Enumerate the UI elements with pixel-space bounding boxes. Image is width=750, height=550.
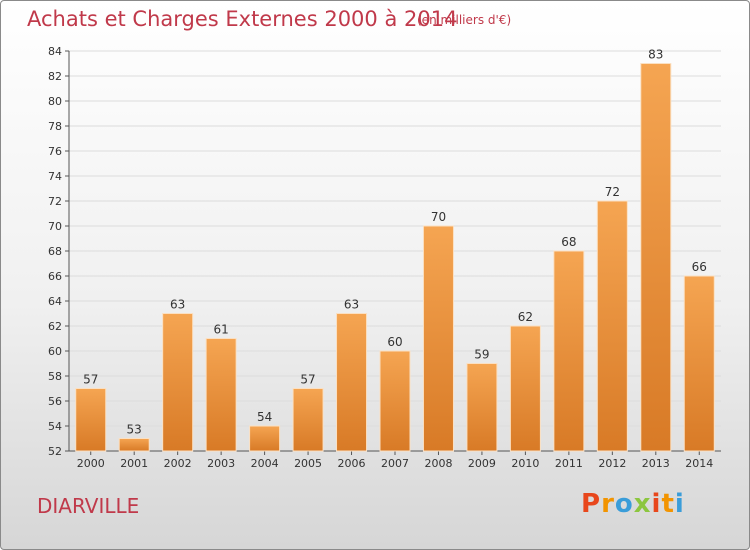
data-label: 54 [257, 410, 272, 424]
bar-2014 [683, 275, 715, 452]
bar-2010 [509, 325, 541, 452]
y-tick-label: 82 [48, 70, 62, 83]
data-label: 63 [344, 298, 359, 312]
proxiti-logo[interactable]: Proxiti [581, 489, 685, 519]
y-tick-label: 78 [48, 120, 62, 133]
x-tick-label: 2006 [338, 457, 366, 470]
data-label: 66 [692, 260, 707, 274]
data-label: 68 [561, 235, 576, 249]
chart-title: Achats et Charges Externes 2000 à 2014 [27, 7, 458, 31]
bar-2000 [75, 388, 107, 452]
logo-letter: i [651, 489, 662, 519]
x-tick-label: 2008 [424, 457, 452, 470]
bar-2001 [118, 438, 150, 452]
x-tick-label: 2003 [207, 457, 235, 470]
logo-letter: P [581, 489, 602, 519]
y-tick-label: 54 [48, 420, 62, 433]
data-label: 72 [605, 185, 620, 199]
bar-2004 [249, 425, 281, 452]
y-tick-label: 70 [48, 220, 62, 233]
y-tick-label: 64 [48, 295, 62, 308]
y-tick-label: 58 [48, 370, 62, 383]
data-label: 60 [387, 335, 402, 349]
logo-letter: r [601, 489, 615, 519]
data-label: 57 [83, 373, 98, 387]
bar-2003 [205, 338, 237, 452]
x-tick-label: 2001 [120, 457, 148, 470]
bar-2008 [422, 225, 454, 452]
x-tick-label: 2005 [294, 457, 322, 470]
x-tick-label: 2004 [251, 457, 279, 470]
x-tick-label: 2011 [555, 457, 583, 470]
logo-letter: x [633, 489, 652, 519]
data-label: 63 [170, 298, 185, 312]
bar-2006 [336, 313, 368, 452]
data-label: 70 [431, 210, 446, 224]
data-label: 59 [474, 348, 489, 362]
y-tick-label: 66 [48, 270, 62, 283]
y-tick-label: 62 [48, 320, 62, 333]
bar-2009 [466, 363, 498, 452]
x-tick-label: 2000 [77, 457, 105, 470]
y-tick-label: 74 [48, 170, 62, 183]
x-tick-label: 2009 [468, 457, 496, 470]
logo-letter: t [661, 489, 675, 519]
data-label: 83 [648, 48, 663, 62]
y-tick-label: 76 [48, 145, 62, 158]
bar-2013 [640, 63, 672, 452]
bars: 57 53 63 61 54 57 63 60 70 59 62 68 72 83 66 [75, 48, 715, 452]
logo-letter: i [674, 489, 685, 519]
data-label: 57 [300, 373, 315, 387]
y-tick-label: 56 [48, 395, 62, 408]
bar-2002 [162, 313, 194, 452]
bar-2005 [292, 388, 324, 452]
y-tick-label: 72 [48, 195, 62, 208]
bar-2012 [596, 200, 628, 452]
y-tick-label: 60 [48, 345, 62, 358]
logo-letter: o [614, 489, 634, 519]
x-tick-label: 2002 [164, 457, 192, 470]
x-tick-label: 2013 [642, 457, 670, 470]
bar-2011 [553, 250, 585, 452]
x-tick-label: 2012 [598, 457, 626, 470]
y-tick-label: 52 [48, 445, 62, 458]
x-tick-label: 2010 [511, 457, 539, 470]
x-tick-label: 2007 [381, 457, 409, 470]
city-name: DIARVILLE [37, 494, 140, 518]
y-tick-label: 80 [48, 95, 62, 108]
y-tick-label: 68 [48, 245, 62, 258]
data-label: 61 [213, 323, 228, 337]
chart-subtitle: (en milliers d'€) [417, 13, 512, 27]
x-tick-label: 2014 [685, 457, 713, 470]
y-tick-label: 84 [48, 45, 62, 58]
data-label: 53 [127, 423, 142, 437]
data-label: 62 [518, 310, 533, 324]
bar-2007 [379, 350, 411, 452]
